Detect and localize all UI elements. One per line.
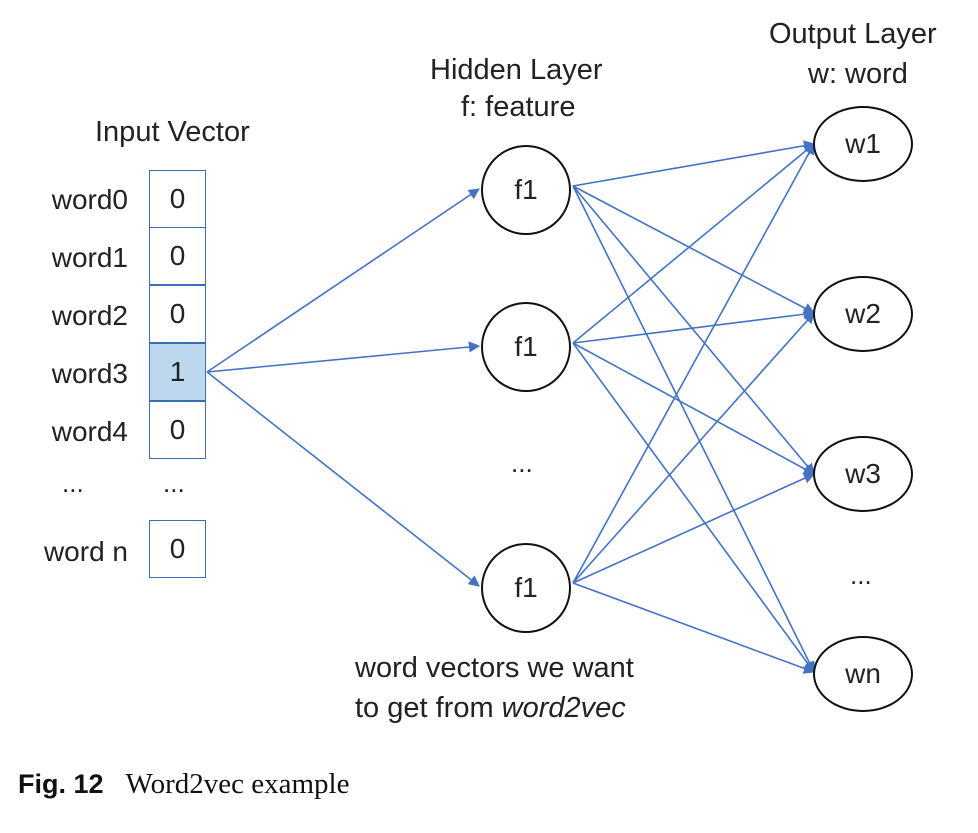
hidden-node-2: f1 (481, 302, 571, 392)
input-cell-2: 0 (149, 285, 206, 343)
hidden-node-3: f1 (481, 543, 571, 633)
output-node-wn: wn (813, 636, 913, 712)
edge-hidden-3-to-output-3 (572, 473, 816, 584)
input-row-label-n: word n (43, 536, 128, 567)
input-vector-title: Input Vector (95, 116, 250, 148)
edge-hidden-1-to-output-3 (572, 185, 815, 475)
edge-hidden-1-to-output-4 (572, 185, 815, 674)
hidden-ellipsis: ... (511, 448, 533, 478)
edge-hidden-2-to-output-2 (572, 308, 816, 344)
input-cell-1: 0 (149, 227, 206, 285)
output-node-w1: w1 (813, 106, 913, 182)
edge-hidden-3-to-output-1 (572, 143, 815, 584)
input-row-label-4: word4 (51, 416, 128, 447)
edge-input-to-hidden-2 (206, 341, 481, 373)
input-label-ellipsis: ... (62, 468, 84, 498)
note-line-2: to get from word2vec (355, 694, 626, 723)
edge-input-to-hidden-1 (206, 188, 480, 373)
edge-hidden-1-to-output-2 (572, 185, 815, 314)
input-row-label-1: word1 (51, 242, 128, 273)
edge-hidden-3-to-output-2 (572, 312, 815, 584)
output-node-w2: w2 (813, 276, 913, 352)
input-cell-3-highlighted: 1 (149, 343, 206, 401)
edge-hidden-2-to-output-3 (572, 342, 815, 475)
output-node-w3: w3 (813, 436, 913, 512)
hidden-node-1: f1 (481, 145, 571, 235)
figure-number: Fig. 12 (18, 769, 104, 799)
output-ellipsis: ... (850, 560, 872, 590)
input-row-label-2: word2 (51, 300, 128, 331)
input-cell-0: 0 (149, 170, 206, 228)
input-cell-n: 0 (149, 520, 206, 578)
note-line-1: word vectors we want (355, 652, 634, 684)
edge-hidden-2-to-output-1 (572, 143, 815, 344)
note-line-2-prefix: to get from (355, 692, 502, 724)
input-value-ellipsis: ... (163, 468, 185, 498)
input-cell-4: 0 (149, 401, 206, 459)
edge-hidden-3-to-output-4 (572, 582, 816, 674)
output-layer-subtitle: w: word (808, 58, 908, 90)
output-layer-title: Output Layer (769, 18, 937, 50)
hidden-layer-title: Hidden Layer (430, 54, 603, 86)
input-row-label-0: word0 (51, 184, 128, 215)
caption-text: Word2vec example (125, 768, 350, 800)
edge-hidden-2-to-output-4 (572, 342, 815, 673)
edge-input-to-hidden-3 (206, 371, 480, 587)
input-row-label-3: word3 (51, 358, 128, 389)
note-line-2-italic: word2vec (501, 692, 626, 724)
edge-hidden-1-to-output-1 (572, 140, 816, 187)
figure-caption: Fig. 12 Word2vec example (18, 768, 349, 801)
hidden-layer-subtitle: f: feature (461, 91, 576, 123)
